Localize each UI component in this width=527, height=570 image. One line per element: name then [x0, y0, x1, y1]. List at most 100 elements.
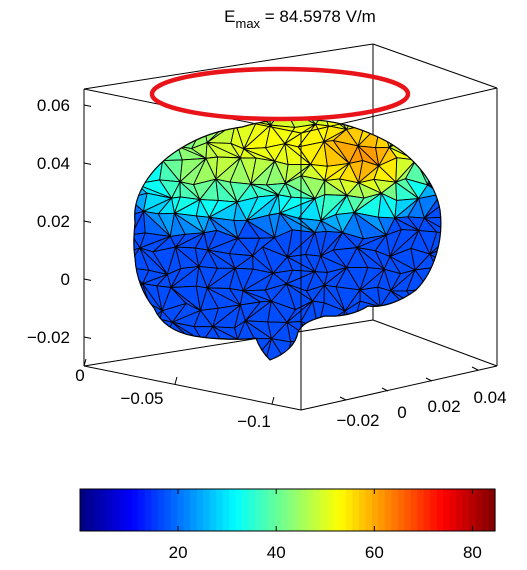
y-tick-mark [471, 366, 479, 371]
y-tick-mark [425, 377, 433, 382]
mesh-face [394, 305, 417, 327]
mesh-face [388, 121, 418, 148]
mesh-face [210, 339, 239, 361]
mesh-face [459, 127, 475, 140]
colorbar-tick-label: 60 [365, 543, 384, 562]
title-prefix: E [224, 7, 235, 26]
mesh-face [406, 288, 430, 307]
mesh-face [428, 288, 441, 308]
x-axis: 0 −0.05 −0.1 [75, 358, 275, 431]
mesh-face [137, 142, 164, 163]
colorbar-segment [430, 489, 438, 531]
x-tick-label: 0 [75, 366, 84, 385]
colorbar-segment [423, 489, 431, 531]
mesh-face [380, 341, 398, 361]
colorbar-segment [118, 489, 126, 531]
mesh-face [428, 326, 441, 343]
mesh-face [454, 193, 472, 214]
mesh-face [137, 142, 164, 162]
mesh-face [163, 119, 186, 131]
mesh-face [430, 338, 441, 357]
mesh-face [448, 177, 466, 196]
z-tick-mark [83, 278, 92, 281]
colorbar-segment [138, 489, 146, 531]
z-tick-mark [83, 336, 92, 339]
mesh-face [342, 321, 362, 344]
mesh-face [133, 142, 148, 163]
mesh-face [172, 340, 204, 361]
box-edge-floor-front-right [300, 365, 498, 411]
colorbar-segment [261, 489, 269, 531]
box-edge-floor-back-right [372, 319, 498, 367]
colorbar-segment [300, 489, 308, 531]
mesh-face [353, 341, 382, 357]
mesh-face [143, 318, 163, 346]
y-tick-label: −0.02 [336, 411, 379, 430]
colorbar-segment [157, 489, 165, 531]
mesh-face [394, 320, 423, 347]
box-edge-back-top [83, 43, 374, 90]
mesh-face [394, 301, 417, 322]
x-tick-mark [174, 376, 178, 385]
title-subscript: max [236, 16, 261, 31]
z-tick-label: 0.06 [37, 96, 70, 115]
colorbar-segment [332, 489, 340, 531]
mesh-face [342, 338, 355, 361]
mesh-face [133, 342, 152, 357]
mesh-face [133, 301, 145, 327]
x-tick-label: −0.05 [120, 389, 163, 408]
mesh-face [421, 341, 437, 357]
mesh-face [428, 305, 441, 328]
mesh-face [428, 288, 441, 308]
z-tick-label: 0 [61, 270, 70, 289]
y-tick-mark [381, 387, 389, 392]
mesh-face [451, 214, 463, 234]
mesh-face [416, 119, 441, 132]
colorbar-segment [196, 489, 204, 531]
mesh-face [459, 111, 475, 130]
colorbar-segment [216, 489, 224, 531]
colorbar-segment [456, 489, 464, 531]
mesh-face [406, 128, 425, 140]
box-edge-floor-back-left [83, 319, 374, 367]
mesh-face [454, 177, 472, 196]
mesh-face [416, 305, 434, 328]
mesh-face [428, 306, 441, 328]
x-tick-mark [271, 396, 275, 405]
colorbar-segment [475, 489, 483, 531]
colorbar-segment [417, 489, 425, 531]
mesh-face [450, 287, 475, 307]
mesh-face [376, 320, 396, 343]
mesh-face [133, 157, 137, 185]
colorbar: 20 40 60 80 [79, 488, 496, 562]
mesh-face [195, 340, 211, 361]
mesh-face [452, 231, 473, 250]
colorbar-segment [306, 489, 315, 531]
x-tick-mark [83, 358, 87, 367]
colorbar-segment [378, 489, 386, 531]
colorbar-segment [482, 489, 490, 531]
mesh-face [133, 283, 144, 303]
colorbar-segment [469, 489, 477, 531]
mesh-face [444, 272, 459, 289]
colorbar-gradient [80, 489, 496, 531]
mesh-face [202, 338, 221, 361]
mesh-face [133, 247, 141, 269]
colorbar-segment [105, 489, 114, 531]
mesh-face [440, 233, 441, 251]
mesh-face [137, 129, 165, 144]
mesh-face [427, 119, 441, 131]
z-tick-label: 0.04 [37, 154, 70, 173]
colorbar-segment [274, 489, 282, 531]
mesh-face [137, 129, 165, 144]
colorbar-segment [80, 489, 88, 531]
mesh-face [456, 327, 477, 343]
mesh-face [135, 119, 165, 131]
colorbar-segment [99, 489, 107, 531]
colorbar-segment [358, 489, 366, 531]
colorbar-ticks: 20 40 60 80 [169, 489, 482, 562]
mesh-face [416, 288, 434, 307]
mesh-face [421, 326, 437, 347]
mesh-face [430, 338, 441, 361]
mesh-face [315, 338, 344, 361]
